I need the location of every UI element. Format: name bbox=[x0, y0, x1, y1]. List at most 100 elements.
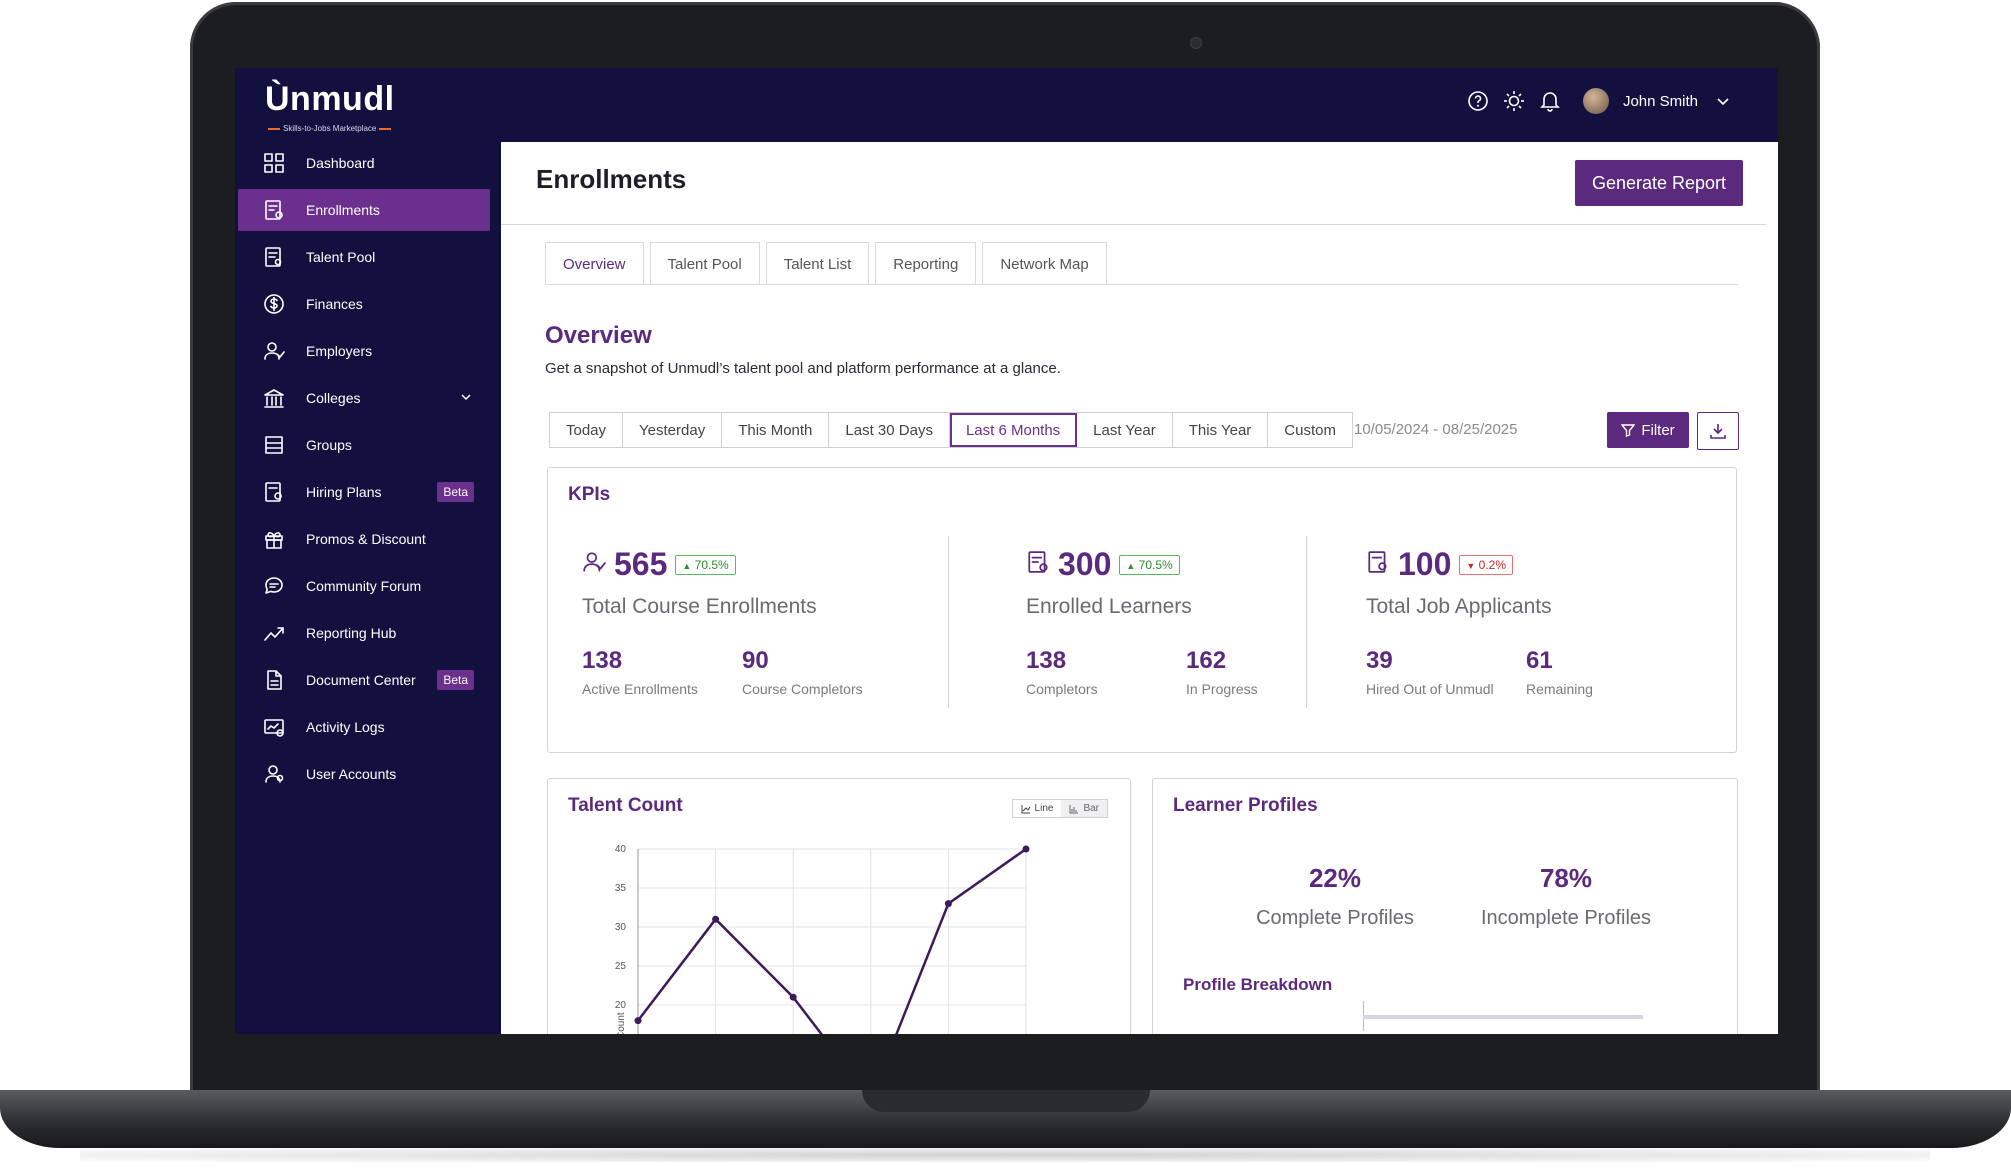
kpi-value: 565 bbox=[614, 546, 668, 582]
range-this-year[interactable]: This Year bbox=[1173, 413, 1269, 447]
sidebar-item-label: Document Center bbox=[306, 672, 416, 688]
sidebar-item-employers[interactable]: Employers bbox=[238, 330, 490, 372]
complete-profiles-label: Complete Profiles bbox=[1256, 907, 1414, 929]
bar-toggle[interactable]: Bar bbox=[1061, 800, 1107, 817]
laptop-notch bbox=[862, 1090, 1150, 1112]
sidebar-item-label: Groups bbox=[306, 437, 352, 453]
date-range-selector: Today Yesterday This Month Last 30 Days Last… bbox=[549, 412, 1353, 448]
sidebar-item-label: Community Forum bbox=[306, 578, 422, 594]
arrow-up-icon: ▲ bbox=[1126, 560, 1136, 571]
data-point bbox=[789, 993, 797, 1001]
tab-talent-list[interactable]: Talent List bbox=[765, 242, 870, 285]
kpi-sub-metric: 138 Completors bbox=[1026, 647, 1186, 697]
kpi-sub-label: Completors bbox=[1026, 681, 1098, 697]
employers-icon bbox=[262, 339, 286, 363]
kpi-change-badge: ▲ 70.5% bbox=[675, 554, 736, 575]
document-icon bbox=[262, 668, 286, 692]
theme-sun-icon[interactable] bbox=[1503, 90, 1525, 112]
beta-badge: Beta bbox=[437, 670, 474, 690]
arrow-up-icon: ▲ bbox=[682, 560, 692, 571]
incomplete-profiles-label: Incomplete Profiles bbox=[1480, 907, 1652, 929]
kpi-title: KPIs bbox=[568, 484, 611, 505]
generate-report-button[interactable]: Generate Report bbox=[1575, 160, 1743, 206]
logo[interactable]: Ùnmudl Skills-to-Jobs Marketplace bbox=[265, 80, 395, 133]
beta-badge: Beta bbox=[437, 482, 474, 502]
sidebar-item-label: Employers bbox=[306, 343, 373, 359]
kpi-sub-metric: 138 Active Enrollments bbox=[582, 647, 742, 697]
tab-talent-pool[interactable]: Talent Pool bbox=[649, 242, 760, 285]
enrollments-icon bbox=[262, 198, 286, 222]
filter-icon bbox=[1621, 424, 1636, 437]
sidebar-item-user-accounts[interactable]: User Accounts bbox=[238, 753, 490, 795]
sidebar-item-reporting-hub[interactable]: Reporting Hub bbox=[238, 612, 490, 654]
user-name[interactable]: John Smith bbox=[1622, 92, 1698, 110]
kpi-label: Enrolled Learners bbox=[1026, 595, 1192, 618]
series-line bbox=[637, 847, 1027, 1034]
kpi-sub-metric: 90 Course Completors bbox=[742, 647, 902, 697]
kpi-sub-label: Remaining bbox=[1526, 681, 1593, 697]
overview-subtitle: Get a snapshot of Unmudl’s talent pool a… bbox=[545, 360, 1061, 377]
kpi-block: 300 ▲ 70.5% Enrolled Learners 138 Completors… bbox=[1026, 546, 1346, 697]
download-icon bbox=[1710, 424, 1726, 439]
incomplete-profiles-value: 78% bbox=[1539, 863, 1593, 893]
line-toggle[interactable]: Line bbox=[1013, 800, 1062, 817]
enrollments-icon bbox=[1026, 550, 1050, 579]
sidebar-item-label: Promos & Discount bbox=[306, 531, 426, 547]
sidebar-item-groups[interactable]: Groups bbox=[238, 424, 490, 466]
kpi-sub-value: 39 bbox=[1366, 647, 1393, 674]
sidebar: Dashboard Enrollments Talent Pool Finances E… bbox=[235, 142, 501, 1034]
page-title: Enrollments bbox=[536, 164, 687, 194]
talent-pool-icon bbox=[262, 245, 286, 269]
kpi-sub-value: 138 bbox=[1026, 647, 1067, 674]
sidebar-item-promos-discount[interactable]: Promos & Discount bbox=[238, 518, 490, 560]
sidebar-item-document-center[interactable]: Document Center Beta bbox=[238, 659, 490, 701]
sidebar-item-dashboard[interactable]: Dashboard bbox=[238, 142, 490, 184]
date-range-text[interactable]: 10/05/2024 - 08/25/2025 bbox=[1354, 421, 1518, 438]
sidebar-item-talent-pool[interactable]: Talent Pool bbox=[238, 236, 490, 278]
sidebar-item-label: Reporting Hub bbox=[306, 625, 397, 641]
tab-overview[interactable]: Overview bbox=[545, 242, 644, 285]
sidebar-item-finances[interactable]: Finances bbox=[238, 283, 490, 325]
sidebar-item-community-forum[interactable]: Community Forum bbox=[238, 565, 490, 607]
sidebar-item-hiring-plans[interactable]: Hiring Plans Beta bbox=[238, 471, 490, 513]
sidebar-item-enrollments[interactable]: Enrollments bbox=[238, 189, 490, 231]
user-accounts-icon bbox=[262, 762, 286, 786]
tab-reporting[interactable]: Reporting bbox=[875, 242, 977, 285]
kpi-value: 300 bbox=[1058, 546, 1112, 582]
sidebar-item-label: Activity Logs bbox=[306, 719, 385, 735]
y-tick-label: 35 bbox=[615, 883, 627, 894]
talent-count-title: Talent Count bbox=[568, 795, 683, 816]
range-last-6-months[interactable]: Last 6 Months bbox=[949, 413, 1078, 447]
tab-bar: Overview Talent Pool Talent List Reporting N… bbox=[545, 242, 1113, 285]
avatar[interactable] bbox=[1582, 88, 1609, 114]
employers-icon bbox=[582, 550, 606, 579]
range-last-30-days[interactable]: Last 30 Days bbox=[829, 413, 950, 447]
sidebar-item-label: Colleges bbox=[306, 390, 361, 406]
top-bar: Ùnmudl Skills-to-Jobs Marketplace John S… bbox=[235, 68, 1778, 142]
tab-network-map[interactable]: Network Map bbox=[982, 242, 1107, 285]
range-today[interactable]: Today bbox=[550, 413, 624, 447]
sidebar-nav: Dashboard Enrollments Talent Pool Finances E… bbox=[238, 142, 490, 800]
sidebar-item-activity-logs[interactable]: Activity Logs bbox=[238, 706, 490, 748]
help-icon[interactable] bbox=[1467, 90, 1489, 112]
chevron-down-icon[interactable] bbox=[460, 390, 472, 406]
kpi-sub-value: 162 bbox=[1186, 647, 1227, 674]
range-this-month[interactable]: This Month bbox=[722, 413, 830, 447]
kpi-sub-value: 61 bbox=[1526, 647, 1553, 674]
kpi-sub-metric: 61 Remaining bbox=[1526, 647, 1686, 697]
range-yesterday[interactable]: Yesterday bbox=[623, 413, 723, 447]
download-button[interactable] bbox=[1697, 412, 1739, 450]
learner-profiles-title: Learner Profiles bbox=[1173, 795, 1318, 816]
sidebar-item-colleges[interactable]: Colleges bbox=[238, 377, 490, 419]
kpi-sub-value: 90 bbox=[742, 647, 769, 674]
filter-button[interactable]: Filter bbox=[1607, 412, 1689, 448]
y-tick-label: 25 bbox=[615, 961, 627, 972]
bell-icon[interactable] bbox=[1539, 90, 1561, 112]
range-custom[interactable]: Custom bbox=[1284, 421, 1336, 439]
chevron-down-icon[interactable] bbox=[1712, 90, 1734, 112]
data-point bbox=[634, 1017, 642, 1025]
arrow-down-icon: ▼ bbox=[1466, 560, 1476, 571]
range-last-year[interactable]: Last Year bbox=[1077, 413, 1173, 447]
kpi-card: KPIs 565 ▲ 70.5% Total Course Enrollments 1… bbox=[547, 467, 1737, 753]
kpi-sub-label: Hired Out of Unmudl bbox=[1366, 681, 1494, 697]
